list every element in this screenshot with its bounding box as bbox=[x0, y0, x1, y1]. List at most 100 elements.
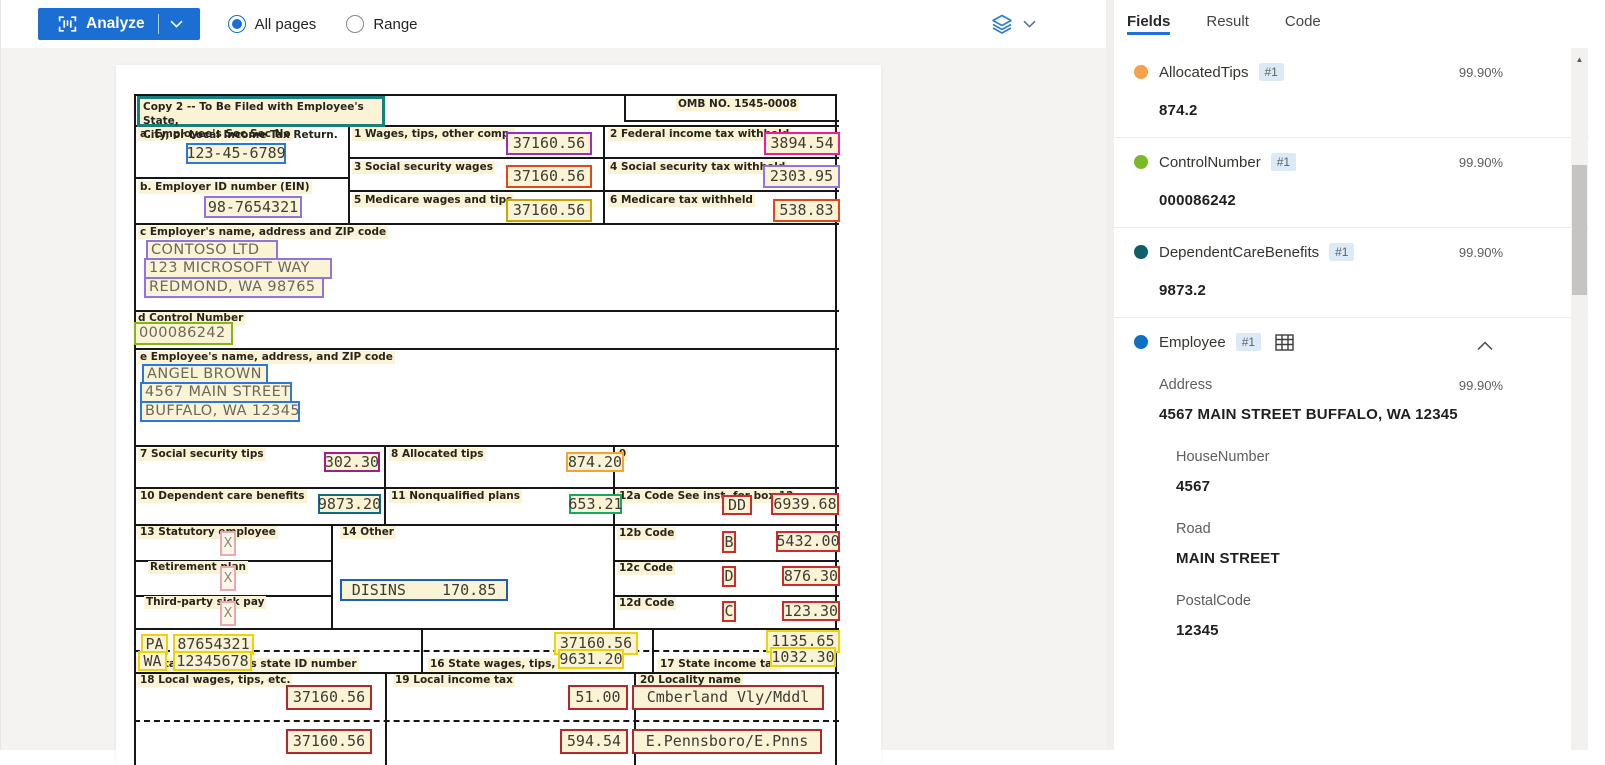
detected-value-box: 123-45-6789 bbox=[186, 143, 286, 164]
form-grid-line bbox=[652, 628, 654, 672]
range-radio[interactable]: Range bbox=[346, 15, 418, 33]
radio-unselected-icon bbox=[346, 15, 365, 33]
analyze-button-label: Analyze bbox=[86, 15, 145, 32]
tab-code[interactable]: Code bbox=[1284, 13, 1321, 30]
panel-resize-gutter[interactable] bbox=[1106, 0, 1114, 750]
field-name: AllocatedTips bbox=[1159, 63, 1249, 81]
collapse-chevron-icon[interactable] bbox=[1477, 338, 1493, 356]
form-field-label: 1 Wages, tips, other comp. bbox=[352, 128, 516, 141]
field-name: ControlNumber bbox=[1159, 153, 1261, 171]
detected-value-box: X bbox=[220, 566, 236, 591]
field-color-dot bbox=[1134, 335, 1148, 349]
field-row-dependent-care-benefits[interactable]: DependentCareBenefits #1 99.90% 9873.2 bbox=[1114, 228, 1589, 318]
form-grid-line bbox=[421, 628, 423, 672]
field-row-employee[interactable]: Employee #1 Address 99.90% bbox=[1114, 318, 1589, 657]
detected-value-box: Cmberland Vly/Mddl bbox=[632, 685, 824, 710]
detected-value-box: 874.20 bbox=[566, 452, 624, 472]
detected-value-box: 876.30 bbox=[782, 566, 840, 586]
detected-value-box: 2303.95 bbox=[763, 165, 840, 188]
detected-value-box: 123.30 bbox=[782, 601, 840, 621]
field-row-control-number[interactable]: ControlNumber #1 99.90% 000086242 bbox=[1114, 138, 1589, 228]
detected-value-box: 653.21 bbox=[568, 494, 623, 514]
form-field-label: 11 Nonqualified plans bbox=[389, 490, 523, 503]
form-grid-line bbox=[613, 560, 839, 562]
form-grid-line bbox=[384, 445, 386, 524]
table-icon bbox=[1275, 333, 1294, 351]
form-field-label: 12c Code bbox=[617, 562, 676, 575]
range-label: Range bbox=[373, 15, 418, 33]
confidence-value: 99.90% bbox=[1458, 154, 1503, 170]
field-name: DependentCareBenefits bbox=[1159, 243, 1320, 261]
results-panel: Fields Result Code AllocatedTips #1 99.9… bbox=[1114, 0, 1605, 750]
field-color-dot bbox=[1134, 245, 1148, 259]
form-grid-line bbox=[134, 720, 839, 722]
detected-value-box: Copy 2 -- To Be Filed with Employee's St… bbox=[137, 96, 385, 141]
form-grid-line bbox=[134, 223, 839, 225]
toolbar: Analyze All pages Range bbox=[1, 0, 1106, 48]
detected-value-box: 594.54 bbox=[560, 729, 628, 754]
tab-fields[interactable]: Fields bbox=[1127, 13, 1171, 35]
w2-form-page: OMB NO. 1545-0008 a. Employee's Soc Sec N… bbox=[116, 65, 881, 765]
all-pages-label: All pages bbox=[254, 15, 317, 33]
form-field-label: 17 State income tax bbox=[658, 658, 781, 671]
detected-value-box: 37160.56 bbox=[506, 199, 592, 222]
occurrence-badge: #1 bbox=[1329, 243, 1355, 261]
detected-value-box: 302.30 bbox=[324, 452, 380, 472]
form-field-label: 19 Local income tax bbox=[393, 674, 515, 687]
form-field-label: 20 Locality name bbox=[638, 674, 743, 687]
form-grid-line bbox=[348, 125, 350, 223]
detected-value-box: 98-7654321 bbox=[204, 196, 302, 218]
detected-value-box: 6939.68 bbox=[771, 493, 839, 515]
form-grid-line bbox=[331, 524, 333, 628]
form-grid-line bbox=[624, 120, 839, 122]
analyze-dropdown-chevron[interactable] bbox=[159, 20, 194, 28]
detected-value-box: C bbox=[722, 601, 736, 622]
subfield-label: PostalCode bbox=[1176, 593, 1251, 609]
detected-value-box: 1032.30 bbox=[770, 647, 836, 667]
button-divider bbox=[157, 14, 159, 34]
form-field-label: 5 Medicare wages and tips bbox=[352, 194, 515, 207]
form-field-label: 3 Social security wages bbox=[352, 161, 495, 174]
scrollbar-up-arrow[interactable]: ▲ bbox=[1575, 54, 1584, 64]
detected-value-box: 9631.20 bbox=[558, 649, 624, 669]
form-grid-line bbox=[603, 125, 605, 223]
analyze-scan-icon bbox=[58, 16, 77, 32]
analyze-split-button[interactable]: Analyze bbox=[38, 8, 200, 40]
occurrence-badge: #1 bbox=[1270, 153, 1297, 171]
form-field-label: 10 Dependent care benefits bbox=[138, 490, 307, 503]
form-grid-line bbox=[634, 672, 636, 765]
panel-tabs: Fields Result Code bbox=[1114, 0, 1605, 35]
form-field-label: c Employer's name, address and ZIP code bbox=[138, 226, 389, 239]
employee-subfields: Address 99.90% 4567 MAIN STREET BUFFALO,… bbox=[1159, 377, 1503, 639]
detected-value-box: 37160.56 bbox=[506, 165, 592, 188]
document-viewer[interactable]: OMB NO. 1545-0008 a. Employee's Soc Sec N… bbox=[1, 48, 1106, 765]
scrollbar-thumb[interactable] bbox=[1572, 165, 1587, 295]
detected-value-box: 37160.56 bbox=[506, 132, 592, 155]
form-field-label: OMB NO. 1545-0008 bbox=[676, 98, 799, 111]
form-grid-line bbox=[134, 348, 839, 350]
detected-value-box: 51.00 bbox=[568, 685, 628, 710]
field-value: 874.2 bbox=[1159, 102, 1198, 119]
all-pages-radio[interactable]: All pages bbox=[227, 15, 317, 33]
form-grid-line bbox=[134, 445, 839, 447]
detected-value-box: B bbox=[722, 531, 736, 553]
form-field-label: 12d Code bbox=[617, 597, 677, 610]
detected-value-box: E.Pennsboro/E.Pnns bbox=[632, 729, 822, 754]
form-field-label: d Control Number bbox=[136, 312, 246, 325]
detected-value-box: 538.83 bbox=[773, 199, 840, 222]
detected-value-box: 37160.56 bbox=[286, 685, 372, 710]
detected-value-box: 123 MICROSOFT WAY bbox=[144, 258, 332, 279]
field-row-allocated-tips[interactable]: AllocatedTips #1 99.90% 874.2 bbox=[1114, 48, 1589, 138]
form-grid-line bbox=[134, 177, 348, 179]
form-grid-line bbox=[348, 157, 839, 159]
confidence-value: 99.90% bbox=[1458, 377, 1503, 393]
form-grid-line bbox=[613, 445, 615, 628]
tab-result[interactable]: Result bbox=[1206, 13, 1249, 30]
layers-control[interactable] bbox=[991, 14, 1036, 34]
scrollbar[interactable]: ▲ bbox=[1571, 48, 1588, 750]
detected-value-box: X bbox=[220, 531, 236, 556]
detected-value-box: WA bbox=[138, 651, 167, 671]
layers-icon bbox=[991, 14, 1013, 34]
subfield-label: HouseNumber bbox=[1176, 449, 1270, 465]
layers-dropdown-chevron[interactable] bbox=[1023, 20, 1036, 28]
